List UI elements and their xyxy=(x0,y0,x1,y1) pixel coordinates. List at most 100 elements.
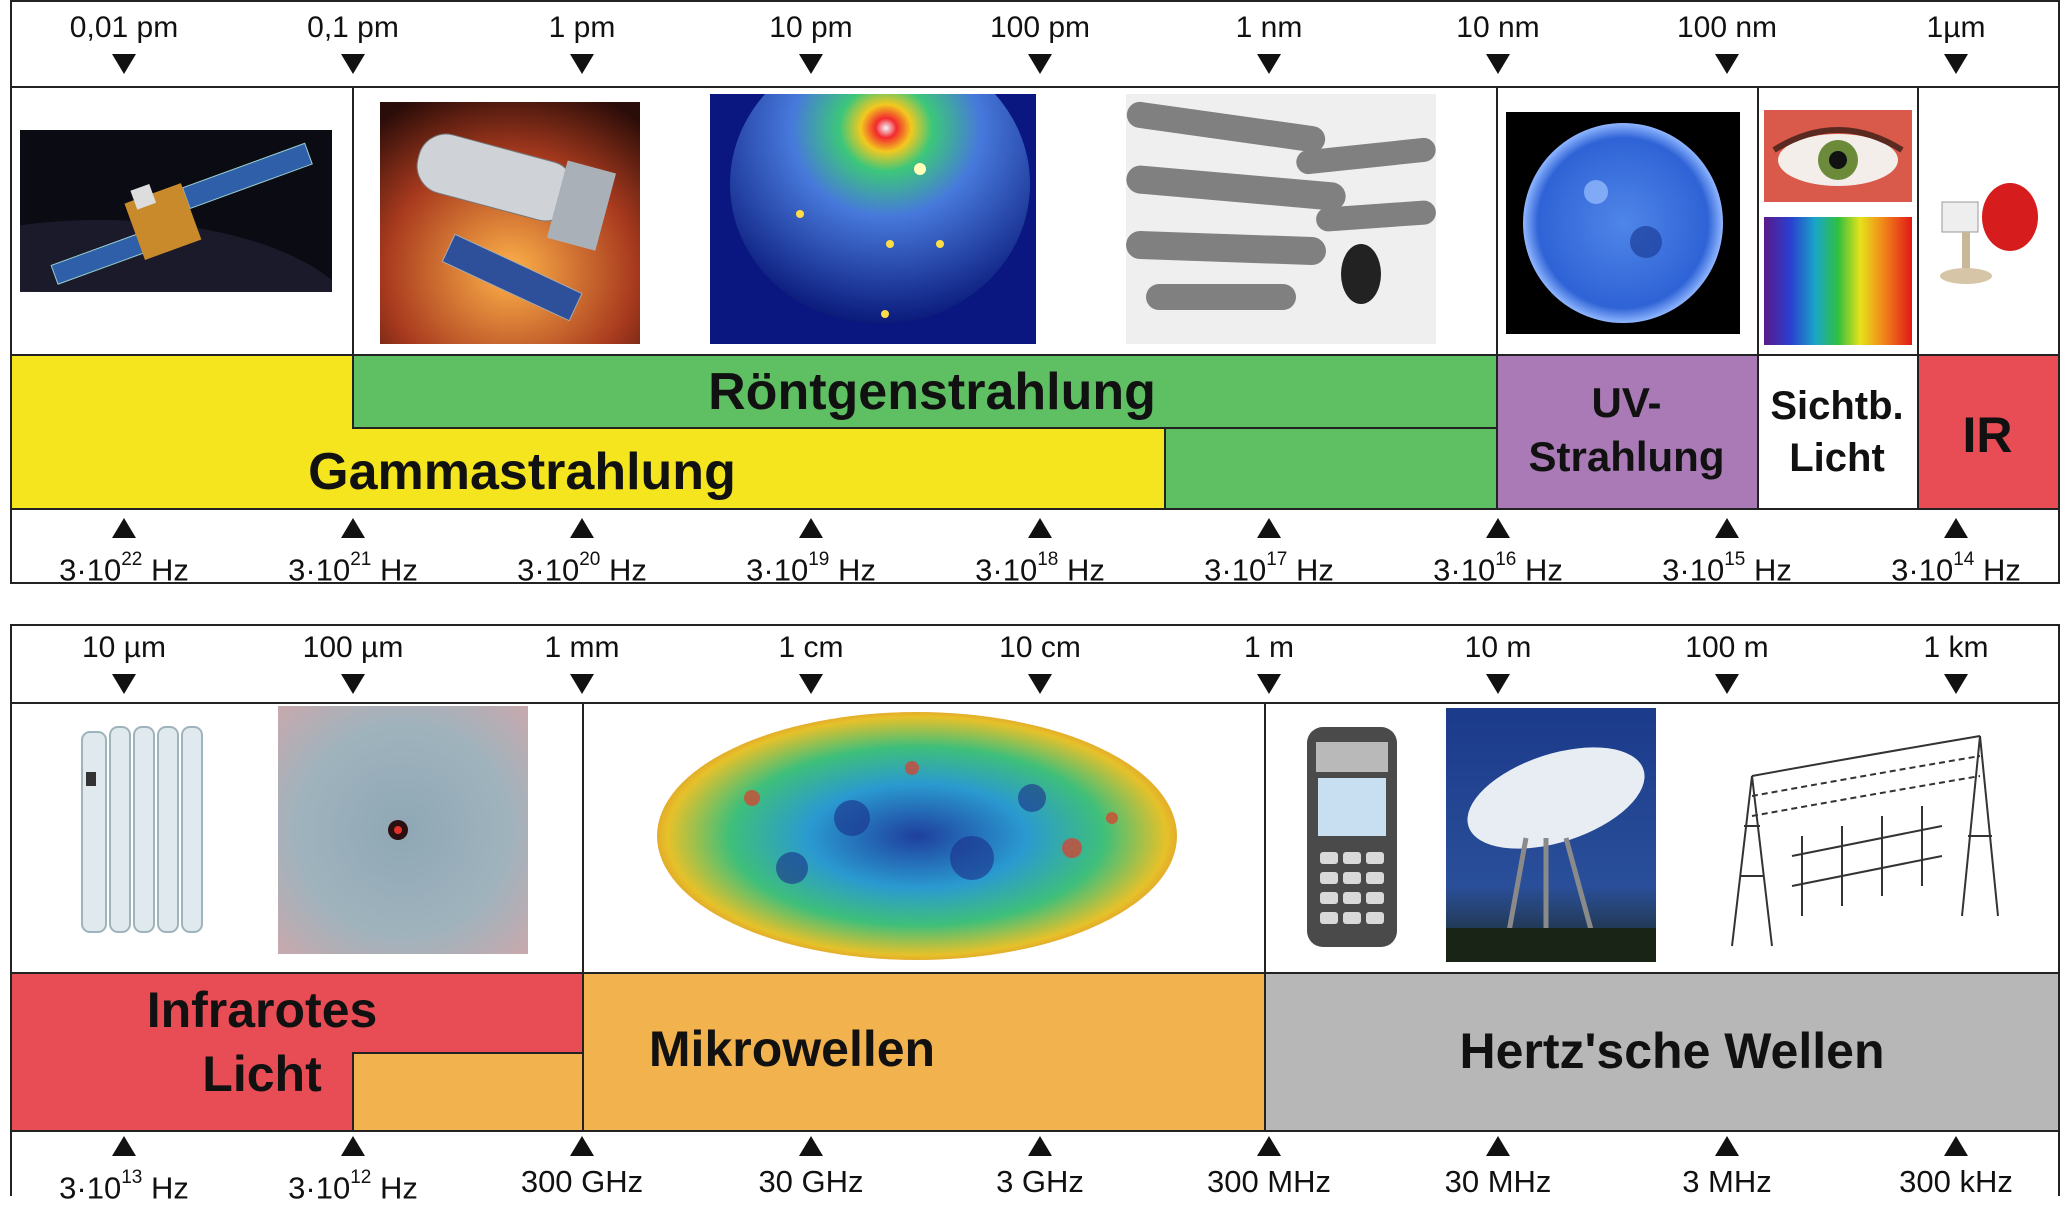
uv-label-line: UV- xyxy=(1591,379,1662,426)
infrared-label-line: Infrarotes xyxy=(146,982,378,1038)
divider xyxy=(1757,86,1759,356)
divider xyxy=(12,86,2058,88)
wavelength-tick-label: 0,1 pm xyxy=(307,11,399,44)
hertz-label: Hertz'sche Wellen xyxy=(1459,1023,1885,1079)
frequency-exponent: 22 xyxy=(121,549,143,570)
up-arrow-icon xyxy=(1028,518,1052,538)
frequency-exponent: 16 xyxy=(1495,549,1517,570)
frequency-exponent: 18 xyxy=(1037,549,1059,570)
wavelength-tick: 0,1 pm xyxy=(253,10,453,74)
frequency-tick: 30 GHz xyxy=(711,1136,911,1200)
wavelength-tick: 100 nm xyxy=(1627,10,1827,74)
frequency-tick: 3·1017 Hz xyxy=(1169,518,1369,588)
radiator-image xyxy=(62,712,212,952)
frequency-tick: 3·1020 Hz xyxy=(482,518,682,588)
satellite-image xyxy=(20,130,332,292)
divider xyxy=(12,702,2058,704)
up-arrow-icon xyxy=(1257,518,1281,538)
wavelength-tick: 100 µm xyxy=(253,630,453,694)
divider xyxy=(12,1130,2058,1132)
frequency-tick-label: 3·1018 Hz xyxy=(975,549,1105,588)
xray-sky-image xyxy=(710,94,1036,344)
divider xyxy=(12,354,2058,356)
up-arrow-icon xyxy=(1715,518,1739,538)
wavelength-tick: 10 cm xyxy=(940,630,1140,694)
down-arrow-icon xyxy=(1028,54,1052,74)
frequency-exponent: 12 xyxy=(350,1167,372,1188)
infrared-band xyxy=(12,1052,352,1130)
microwave-band xyxy=(582,974,1264,1130)
gamma-label: Gammastrahlung xyxy=(308,443,736,501)
gamma-band xyxy=(12,356,352,508)
down-arrow-icon xyxy=(799,674,823,694)
frequency-tick: 3·1018 Hz xyxy=(940,518,1140,588)
frequency-tick: 3·1019 Hz xyxy=(711,518,911,588)
down-arrow-icon xyxy=(1486,54,1510,74)
frequency-tick-label: 300 GHz xyxy=(520,1164,644,1199)
up-arrow-icon xyxy=(341,518,365,538)
frequency-tick: 3·1015 Hz xyxy=(1627,518,1827,588)
up-arrow-icon xyxy=(112,518,136,538)
visible-spectrum-image xyxy=(1764,217,1912,345)
down-arrow-icon xyxy=(799,54,823,74)
wavelength-tick-label: 0,01 pm xyxy=(69,11,179,44)
frequency-exponent: 20 xyxy=(579,549,601,570)
frequency-tick: 300 MHz xyxy=(1169,1136,1369,1200)
wavelength-tick: 10 nm xyxy=(1398,10,1598,74)
down-arrow-icon xyxy=(1486,674,1510,694)
frequency-tick-label: 30 MHz xyxy=(1444,1164,1552,1199)
visible-label-line: Sichtb. xyxy=(1770,384,1904,428)
wavelength-tick: 1 m xyxy=(1169,630,1369,694)
frequency-tick-label: 3·1017 Hz xyxy=(1204,549,1334,588)
divider xyxy=(12,972,2058,974)
gamma-band xyxy=(352,429,1164,508)
frequency-tick-label: 30 GHz xyxy=(758,1164,864,1199)
wavelength-tick: 1 nm xyxy=(1169,10,1369,74)
wavelength-tick-label: 10 nm xyxy=(1456,11,1540,44)
visible-label-line: Licht xyxy=(1789,436,1885,480)
infrared-label-line: Licht xyxy=(202,1046,322,1102)
bottom-spectrum-panel: 10 µm 100 µm 1 mm 1 cm 10 cm 1 m 10 m 100 m 1 km xyxy=(10,624,2060,1205)
divider xyxy=(582,702,584,974)
down-arrow-icon xyxy=(1257,54,1281,74)
frequency-tick-label: 3·1020 Hz xyxy=(517,549,647,588)
down-arrow-icon xyxy=(570,54,594,74)
wavelength-tick: 100 m xyxy=(1627,630,1827,694)
visible-label: Sichtb. Licht xyxy=(1757,380,1917,484)
down-arrow-icon xyxy=(1257,674,1281,694)
wavelength-tick-label: 1 pm xyxy=(548,11,616,44)
up-arrow-icon xyxy=(570,518,594,538)
frequency-tick: 3·1014 Hz xyxy=(1856,518,2056,588)
down-arrow-icon xyxy=(112,54,136,74)
wavelength-tick-label: 100 µm xyxy=(302,631,404,664)
infrared-band xyxy=(12,974,582,1052)
frequency-tick-label: 300 kHz xyxy=(1899,1164,2013,1199)
frequency-tick-label: 3·1022 Hz xyxy=(59,549,189,588)
up-arrow-icon xyxy=(1944,518,1968,538)
frequency-tick: 3 MHz xyxy=(1627,1136,1827,1200)
frequency-exponent: 13 xyxy=(121,1167,143,1188)
eye-image xyxy=(1764,110,1912,202)
cosmic-microwave-map-image xyxy=(652,708,1182,964)
frequency-tick-label: 3 MHz xyxy=(1682,1164,1772,1199)
frequency-exponent: 15 xyxy=(1724,549,1746,570)
divider xyxy=(1264,702,1266,974)
wavelength-tick-label: 1µm xyxy=(1926,11,1986,44)
frequency-tick-label: 300 MHz xyxy=(1206,1164,1332,1199)
wavelength-tick-label: 1 m xyxy=(1243,631,1294,664)
down-arrow-icon xyxy=(341,674,365,694)
down-arrow-icon xyxy=(570,674,594,694)
frequency-tick-label: 3·1016 Hz xyxy=(1433,549,1563,588)
frequency-tick-label: 3·1013 Hz xyxy=(59,1167,189,1206)
frequency-tick-label: 3·1012 Hz xyxy=(288,1167,418,1206)
sun-uv-image xyxy=(1506,112,1740,334)
up-arrow-icon xyxy=(1486,518,1510,538)
frequency-exponent: 17 xyxy=(1266,549,1288,570)
divider xyxy=(12,508,2058,510)
divider xyxy=(1496,86,1498,356)
divider xyxy=(1917,86,1919,356)
uv-label: UV- Strahlung xyxy=(1496,376,1757,484)
uv-band xyxy=(1496,356,1757,508)
frequency-tick: 3·1021 Hz xyxy=(253,518,453,588)
wavelength-tick: 10 pm xyxy=(711,10,911,74)
